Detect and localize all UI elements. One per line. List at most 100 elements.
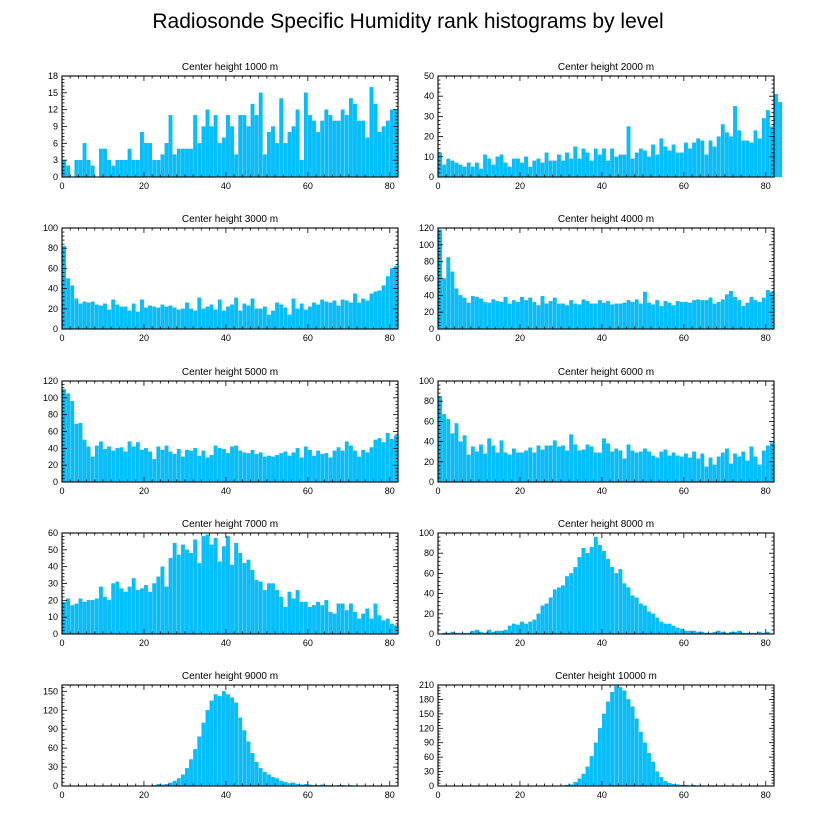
histogram-bar	[532, 160, 537, 178]
histogram-bar	[753, 456, 758, 483]
histogram-bar	[74, 160, 79, 178]
histogram-bar	[262, 306, 267, 330]
histogram-bar	[671, 144, 676, 178]
histogram-bar	[250, 753, 255, 787]
histogram-bar	[340, 450, 345, 483]
histogram-bar	[299, 601, 304, 635]
histogram-bar	[258, 92, 263, 178]
histogram-bar	[148, 451, 153, 483]
histogram-bar	[491, 164, 496, 178]
histogram-bar	[238, 450, 243, 483]
histogram-bar	[78, 422, 83, 483]
histogram-bar	[176, 148, 181, 178]
histogram-bar	[107, 446, 112, 483]
histogram-bar	[271, 583, 275, 635]
y-tick-label: 0	[53, 477, 58, 487]
histogram-bar	[189, 759, 193, 787]
histogram-bar	[688, 148, 692, 178]
y-tick-label: 0	[53, 324, 58, 334]
histogram-bar	[540, 605, 545, 635]
histogram-bar	[516, 158, 520, 178]
histogram-bar	[516, 624, 520, 635]
histogram-bar	[487, 438, 492, 483]
histogram-bar	[638, 303, 643, 330]
histogram-bar	[589, 756, 594, 787]
histogram-bar	[630, 301, 635, 330]
histogram-bar	[663, 146, 668, 178]
histogram-bar	[651, 304, 656, 330]
histogram-bar	[127, 148, 132, 178]
histogram-bar	[659, 451, 664, 483]
histogram-bar	[622, 458, 627, 483]
histogram-bar	[369, 87, 374, 178]
histogram-bar	[193, 448, 198, 483]
histogram-bar	[585, 444, 590, 483]
histogram-bar	[442, 164, 447, 178]
histogram-bar	[152, 459, 157, 483]
histogram-bar	[774, 94, 778, 178]
histogram-bar	[638, 148, 643, 178]
histogram-bar	[66, 598, 71, 635]
histogram-bar	[548, 445, 553, 483]
y-tick-label: 60	[48, 743, 58, 753]
y-tick-label: 60	[424, 416, 434, 426]
main-title: Radiosonde Specific Humidity rank histog…	[152, 10, 664, 33]
histogram-bar	[123, 591, 128, 635]
histogram-bar	[316, 601, 321, 635]
histogram-bar	[226, 453, 230, 483]
histogram-bar	[462, 297, 467, 330]
histogram-bar	[275, 590, 280, 635]
y-tick-label: 150	[43, 686, 58, 696]
histogram-bar	[749, 446, 754, 483]
histogram-bar	[724, 448, 729, 483]
histogram-bar	[757, 138, 762, 178]
y-tick-label: 120	[43, 376, 58, 386]
x-tick-label: 20	[515, 333, 525, 343]
histogram-bar	[536, 305, 541, 330]
histogram-bar	[577, 450, 582, 483]
histogram-bar	[573, 444, 578, 483]
histogram-bar	[115, 581, 120, 635]
histogram-bar	[651, 144, 656, 178]
histogram-bar	[507, 303, 512, 330]
histogram-bar	[724, 132, 729, 178]
histogram-bar	[540, 449, 545, 483]
histogram-bar	[348, 302, 353, 330]
y-tick-label: 40	[48, 284, 58, 294]
y-tick-label: 90	[424, 738, 434, 748]
histogram-bar	[193, 310, 198, 330]
y-tick-label: 30	[424, 111, 434, 121]
histogram-bar	[201, 722, 206, 787]
histogram-bar	[503, 162, 508, 178]
histogram-bar	[692, 142, 696, 178]
histogram-bar	[573, 567, 578, 635]
histogram-bar	[684, 142, 688, 178]
histogram-bar	[684, 453, 688, 483]
histogram-bar	[295, 448, 300, 483]
histogram-bar	[737, 456, 742, 483]
y-tick-label: 60	[48, 427, 58, 437]
histogram-bar	[189, 553, 193, 635]
histogram-bar	[344, 300, 349, 330]
histogram-bar	[135, 311, 140, 330]
histogram-bar	[279, 98, 284, 178]
histogram-bar	[373, 603, 378, 635]
histogram-bar	[626, 699, 631, 787]
histogram-bar	[610, 692, 615, 787]
histogram-bar	[336, 447, 341, 483]
histogram-bar	[90, 165, 95, 178]
histogram-bar	[234, 702, 239, 787]
histogram-bar	[597, 544, 602, 635]
histogram-bar	[647, 611, 651, 635]
histogram-bar	[205, 457, 210, 483]
histogram-bar	[675, 455, 680, 483]
x-tick-label: 60	[303, 638, 313, 648]
x-tick-label: 40	[597, 638, 607, 648]
histogram-bar	[180, 774, 185, 787]
histogram-bar	[262, 154, 267, 178]
histogram-bar	[180, 308, 185, 330]
histogram-bar	[647, 753, 651, 787]
histogram-bar	[503, 452, 508, 483]
histogram-bar	[328, 302, 333, 330]
histogram-bar	[123, 306, 128, 330]
